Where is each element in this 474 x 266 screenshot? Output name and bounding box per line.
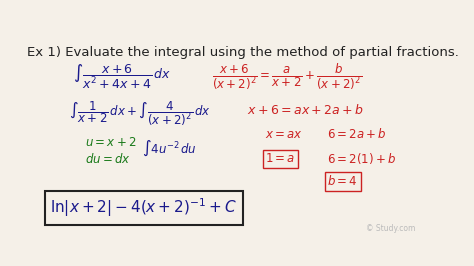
Text: $x = ax$: $x = ax$ [265, 128, 303, 141]
Text: $x+6 = ax+2a+b$: $x+6 = ax+2a+b$ [247, 103, 364, 117]
Text: $\ln|x+2| - 4(x+2)^{-1} + C$: $\ln|x+2| - 4(x+2)^{-1} + C$ [50, 197, 237, 219]
Text: $1=a$: $1=a$ [265, 152, 295, 165]
Text: $6 = 2a+b$: $6 = 2a+b$ [328, 127, 387, 141]
Text: $\int \dfrac{1}{x+2}\,dx + \int \dfrac{4}{(x+2)^2}\,dx$: $\int \dfrac{1}{x+2}\,dx + \int \dfrac{4… [69, 99, 211, 128]
Text: $\int 4u^{-2}\,du$: $\int 4u^{-2}\,du$ [142, 139, 197, 158]
Text: $b=4$: $b=4$ [328, 174, 358, 188]
Text: $6 = 2(1)+b$: $6 = 2(1)+b$ [328, 151, 397, 167]
Text: $u = x+2$: $u = x+2$ [85, 136, 137, 149]
Text: $\int \dfrac{x+6}{x^2+4x+4}\,dx$: $\int \dfrac{x+6}{x^2+4x+4}\,dx$ [73, 63, 171, 91]
Text: $du = dx$: $du = dx$ [85, 152, 131, 166]
Text: Ex 1) Evaluate the integral using the method of partial fractions.: Ex 1) Evaluate the integral using the me… [27, 46, 459, 59]
Text: © Study.com: © Study.com [366, 224, 416, 233]
Text: $\dfrac{x+6}{(x+2)^2} = \dfrac{a}{x+2} + \dfrac{b}{(x+2)^2}$: $\dfrac{x+6}{(x+2)^2} = \dfrac{a}{x+2} +… [212, 62, 362, 92]
